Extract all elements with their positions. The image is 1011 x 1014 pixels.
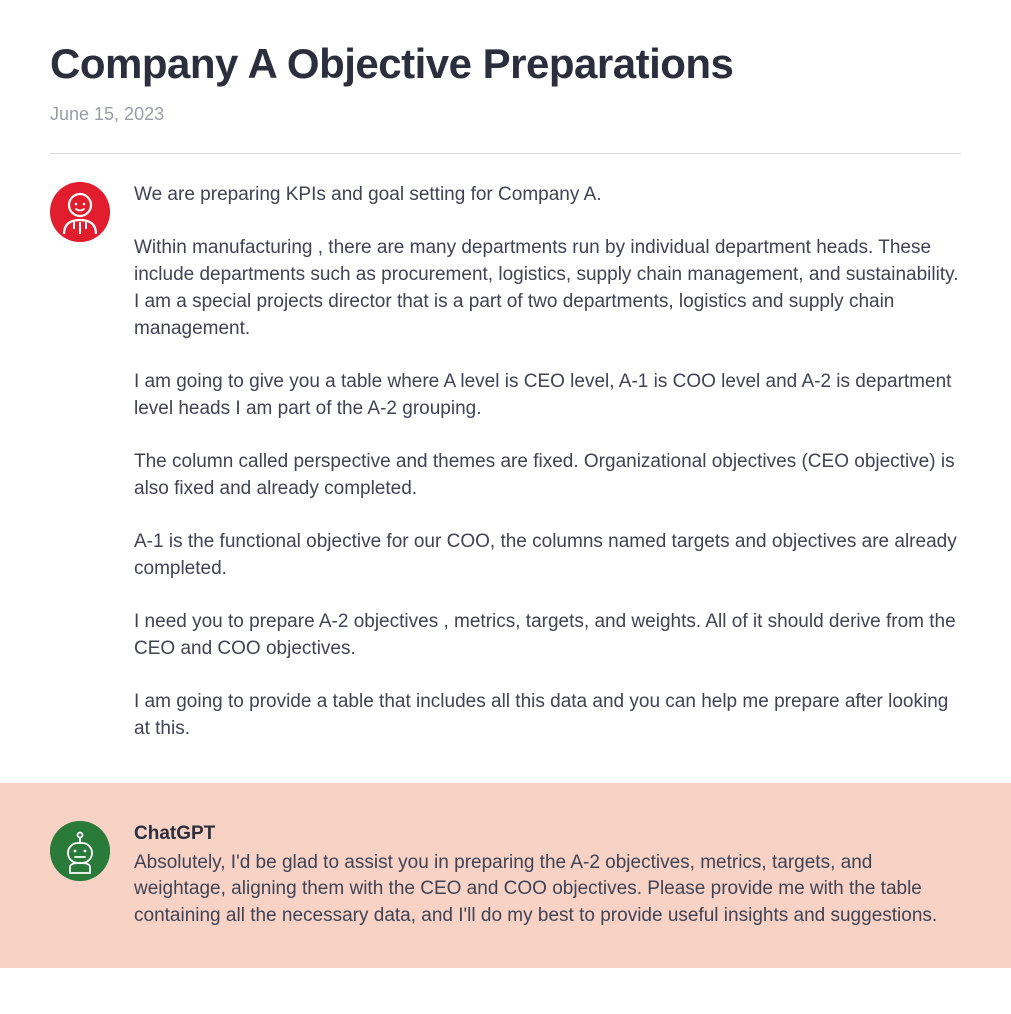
user-avatar-icon	[50, 182, 110, 242]
user-paragraph: We are preparing KPIs and goal setting f…	[134, 182, 961, 209]
user-message: We are preparing KPIs and goal setting f…	[50, 182, 961, 783]
page-date: June 15, 2023	[50, 104, 961, 125]
page-title: Company A Objective Preparations	[50, 40, 961, 88]
user-paragraph: Within manufacturing , there are many de…	[134, 235, 961, 343]
user-paragraph: The column called perspective and themes…	[134, 449, 961, 503]
page-container: Company A Objective Preparations June 15…	[0, 0, 1011, 968]
user-paragraph: I need you to prepare A-2 objectives , m…	[134, 609, 961, 663]
user-paragraph: I am going to give you a table where A l…	[134, 369, 961, 423]
assistant-paragraph: Absolutely, I'd be glad to assist you in…	[134, 850, 961, 931]
assistant-message: ChatGPT Absolutely, I'd be glad to assis…	[0, 783, 1011, 969]
user-message-body: We are preparing KPIs and goal setting f…	[134, 182, 961, 743]
assistant-speaker-label: ChatGPT	[134, 821, 961, 848]
user-paragraph: A-1 is the functional objective for our …	[134, 529, 961, 583]
assistant-message-body: ChatGPT Absolutely, I'd be glad to assis…	[134, 821, 961, 931]
user-avatar	[50, 182, 110, 242]
robot-avatar-icon	[50, 821, 110, 881]
assistant-avatar	[50, 821, 110, 881]
user-paragraph: I am going to provide a table that inclu…	[134, 689, 961, 743]
header-divider	[50, 153, 961, 154]
